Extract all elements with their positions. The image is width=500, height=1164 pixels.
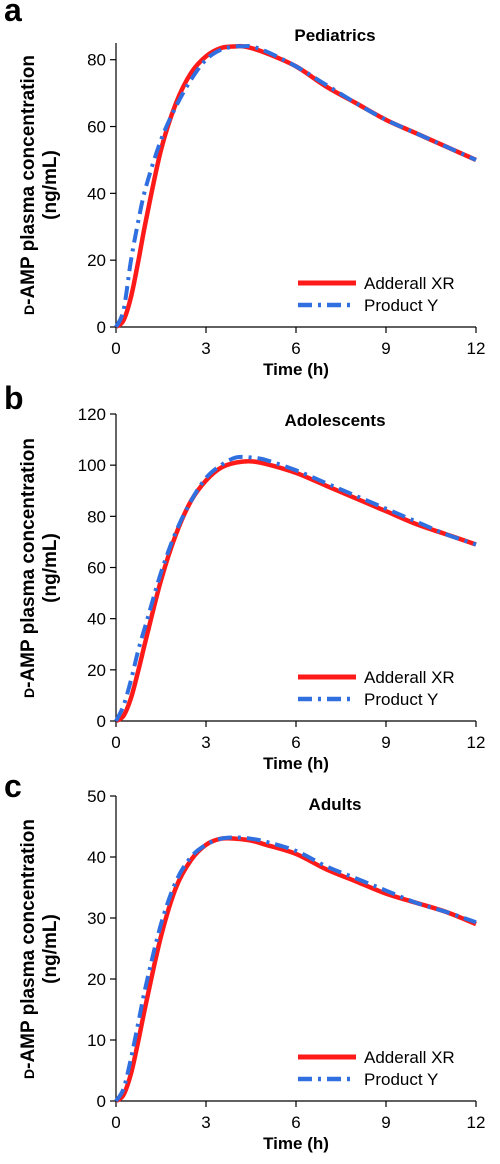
x-tick-label: 12 [467, 733, 486, 752]
y-tick-label: 20 [87, 251, 106, 270]
x-tick-label: 9 [381, 339, 390, 358]
x-tick-label: 0 [111, 339, 120, 358]
y-tick-label: 40 [87, 848, 106, 867]
x-tick-label: 9 [381, 733, 390, 752]
y-tick-label: 80 [87, 51, 106, 70]
legend-label: Product Y [364, 690, 438, 709]
legend-label: Adderall XR [364, 1048, 455, 1067]
x-tick-label: 3 [201, 733, 210, 752]
x-tick-label: 9 [381, 1113, 390, 1132]
y-tick-label: 60 [87, 118, 106, 137]
y-tick-label: 100 [78, 456, 106, 475]
chart-panel-adults: c D-AMP plasma concentration (ng/mL) 0 10 20 3… [0, 768, 500, 1164]
y-tick-label: 20 [87, 661, 106, 680]
y-tick-label: 120 [78, 405, 106, 424]
x-tick-label: 0 [111, 1113, 120, 1132]
x-axis-title: Time (h) [263, 754, 329, 773]
chart-svg: 0 20 40 60 80 0 3 6 9 12 Time (h) Pediatrics Adderal… [87, 26, 486, 379]
legend-label: Adderall XR [364, 274, 455, 293]
legend-label: Product Y [364, 296, 438, 315]
panel-letter: c [4, 768, 22, 804]
x-tick-label: 12 [467, 339, 486, 358]
chart-panel-pediatrics: a D-AMP plasma concentration (ng/mL) 0 20 40 6… [0, 0, 500, 388]
y-tick-label: 0 [97, 318, 106, 337]
y-tick-label: 40 [87, 610, 106, 629]
chart-title: Adults [309, 795, 362, 814]
chart-title: Adolescents [284, 411, 385, 430]
chart-title: Pediatrics [294, 26, 375, 45]
x-tick-label: 6 [291, 733, 300, 752]
x-axis-title: Time (h) [263, 1134, 329, 1153]
x-tick-label: 12 [467, 1113, 486, 1132]
panel-letter: a [4, 0, 22, 28]
y-tick-label: 20 [87, 970, 106, 989]
y-tick-label: 30 [87, 909, 106, 928]
x-tick-label: 6 [291, 1113, 300, 1132]
x-axis-title: Time (h) [263, 360, 329, 379]
y-tick-label: 40 [87, 184, 106, 203]
x-tick-label: 0 [111, 733, 120, 752]
y-tick-label: 0 [97, 712, 106, 731]
y-tick-label: 50 [87, 787, 106, 806]
y-tick-label: 0 [97, 1092, 106, 1111]
y-tick-label: 10 [87, 1031, 106, 1050]
y-tick-label: 80 [87, 507, 106, 526]
x-tick-label: 3 [201, 339, 210, 358]
chart-svg: 0 20 40 60 80 100 120 0 3 6 9 12 Time (h) Adolescents… [78, 405, 486, 773]
series-line-product-y [114, 835, 477, 1103]
x-tick-label: 3 [201, 1113, 210, 1132]
legend-label: Product Y [364, 1070, 438, 1089]
x-tick-label: 6 [291, 339, 300, 358]
series-line-product-y [114, 43, 477, 328]
chart-panel-adolescents: b D-AMP plasma concentration (ng/mL) 0 20 40 6… [0, 380, 500, 776]
chart-svg: 0 10 20 30 40 50 0 3 6 9 12 Time (h) Adults Adderall … [87, 787, 486, 1153]
panel-letter: b [4, 380, 24, 416]
series-line-adderall-xr [114, 459, 477, 723]
y-tick-label: 60 [87, 559, 106, 578]
legend-label: Adderall XR [364, 668, 455, 687]
